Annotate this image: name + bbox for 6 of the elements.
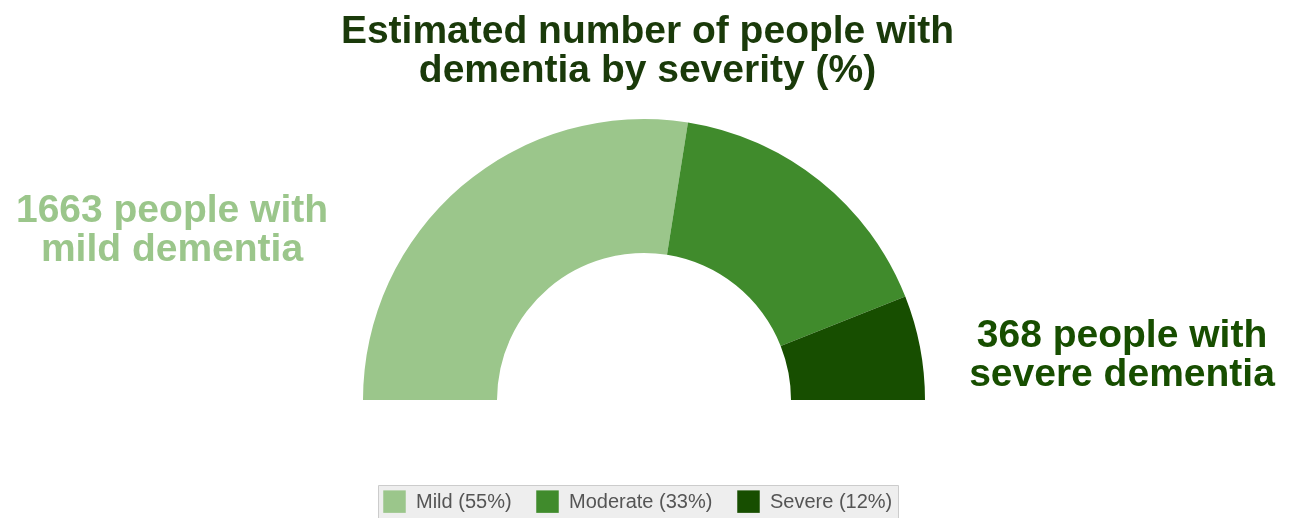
legend-label: Moderate (33%): [569, 489, 713, 512]
text: 368 people with severe dementia: [969, 312, 1275, 395]
chart-title: Estimated number of people with dementia by severity (%): [340, 8, 955, 90]
legend-label: Severe (12%): [770, 489, 893, 512]
legend-label: Mild (55%): [416, 489, 512, 512]
text: 1663 people with mild dementia: [15, 186, 329, 269]
